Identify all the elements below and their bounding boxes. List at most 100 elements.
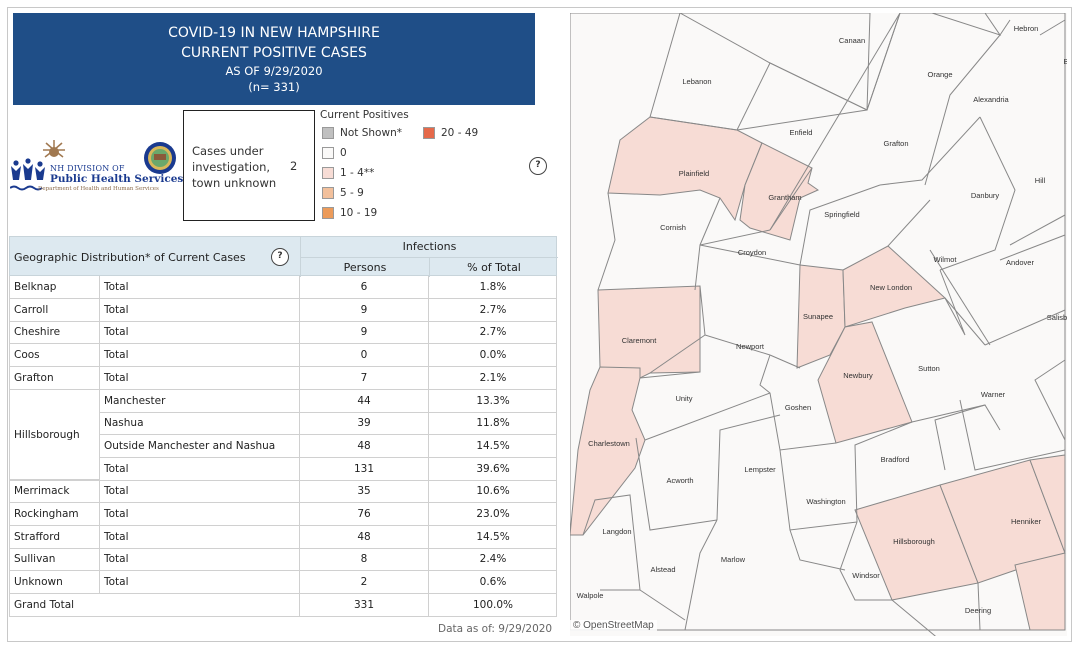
table-row[interactable]: Rockingham Total 76 23.0% <box>9 503 557 526</box>
town-label: Newport <box>736 342 765 351</box>
persons-cell: 8 <box>299 548 428 572</box>
county-cell: Merrimack <box>14 485 70 498</box>
pct-total-cell: 13.3% <box>428 389 557 413</box>
town-newlondon[interactable] <box>842 245 947 328</box>
table-row[interactable]: Cheshire Total 9 2.7% <box>9 321 557 345</box>
table-row[interactable]: Strafford Total 48 14.5% <box>9 525 557 549</box>
town-border <box>839 521 892 601</box>
pct-total-cell: 1.8% <box>428 276 557 299</box>
town-label: Claremont <box>622 336 658 345</box>
persons-cell: 48 <box>299 525 428 549</box>
town-border <box>999 19 1011 36</box>
persons-cell: 7 <box>299 366 428 390</box>
nh-dphs-logo: NH DIVISION OF Public Health Services De… <box>9 138 184 196</box>
logo-graphic-icon <box>9 140 176 191</box>
town-border <box>769 167 813 231</box>
legend-item-not-shown[interactable]: Not Shown* <box>322 126 402 140</box>
county-cell: Coos <box>14 349 40 362</box>
persons-cell: 2 <box>299 571 428 595</box>
town-border <box>944 297 986 346</box>
town-label: Wilmot <box>934 255 958 264</box>
pct-total-cell: 39.6% <box>428 457 557 481</box>
title-date: AS OF 9/29/2020 <box>225 64 323 78</box>
legend-item-0[interactable]: 0 <box>322 146 347 160</box>
column-header-pct-total[interactable]: % of Total <box>429 257 558 277</box>
legend-item-20-49[interactable]: 20 - 49 <box>423 126 478 140</box>
legend-item-1-4[interactable]: 1 - 4** <box>322 166 374 180</box>
town-border <box>891 599 936 636</box>
town-label: Newbury <box>843 371 873 380</box>
openstreetmap-attribution[interactable]: © OpenStreetMap <box>570 620 657 631</box>
infections-group-header: Infections <box>300 237 558 257</box>
table-help-icon[interactable]: ? <box>271 248 289 266</box>
town-charlestown[interactable] <box>570 366 646 536</box>
town-border <box>866 13 901 111</box>
grand-total-row[interactable]: Grand Total 331 100.0% <box>9 593 557 617</box>
legend-label: 0 <box>340 147 347 159</box>
subregion-cell: Total <box>99 571 299 595</box>
map-polygons[interactable]: Canaan Hebron Orange Alexandria Lebanon Enfie… <box>570 13 1067 636</box>
subregion-cell: Total <box>99 503 299 526</box>
town-border <box>1039 19 1066 36</box>
table-row[interactable]: Manchester 44 13.3% <box>9 389 557 413</box>
town-label: Andover <box>1006 258 1034 267</box>
table-row[interactable]: Unknown Total 2 0.6% <box>9 571 557 595</box>
pct-total-cell: 2.4% <box>428 548 557 572</box>
town-border <box>924 34 1001 186</box>
legend-swatch <box>423 127 435 139</box>
title-line-2: CURRENT POSITIVE CASES <box>181 45 367 61</box>
town-label: Bradford <box>881 455 910 464</box>
town-label: Lebanon <box>682 77 711 86</box>
logo-text-division: NH DIVISION OF <box>50 164 125 173</box>
legend-help-icon[interactable]: ? <box>529 157 547 175</box>
column-header-persons[interactable]: Persons <box>300 257 429 277</box>
legend-swatch <box>322 167 334 179</box>
legend-swatch <box>322 127 334 139</box>
county-cell: Cheshire <box>14 326 61 339</box>
legend-item-5-9[interactable]: 5 - 9 <box>322 186 364 200</box>
town-label: Canaan <box>839 36 865 45</box>
legend-swatch <box>322 187 334 199</box>
town-label: Charlestown <box>588 439 630 448</box>
table-row[interactable]: Outside Manchester and Nashua 48 14.5% <box>9 434 557 458</box>
town-claremont[interactable] <box>597 285 701 379</box>
town-label: Hillsborough <box>893 537 935 546</box>
town-label: Marlow <box>721 555 746 564</box>
town-map[interactable]: Canaan Hebron Orange Alexandria Lebanon Enfie… <box>570 13 1067 636</box>
town-border <box>736 62 771 131</box>
pct-total-cell: 10.6% <box>428 480 557 504</box>
town-grantham[interactable] <box>739 142 820 241</box>
town-newbury[interactable] <box>817 321 913 444</box>
town-label: Washington <box>806 497 845 506</box>
table-row[interactable]: Grafton Total 7 2.1% <box>9 366 557 390</box>
town-east[interactable] <box>1014 454 1066 631</box>
title-count: (n= 331) <box>248 80 300 94</box>
town-label: Langdon <box>602 527 631 536</box>
pct-total-cell: 2.7% <box>428 298 557 322</box>
town-border <box>597 192 616 291</box>
legend-item-10-19[interactable]: 10 - 19 <box>322 206 377 220</box>
investigation-value: 2 <box>290 159 298 173</box>
table-row[interactable]: Sullivan Total 8 2.4% <box>9 548 557 572</box>
table-row[interactable]: Total 131 39.6% <box>9 457 557 481</box>
table-row[interactable]: Coos Total 0 0.0% <box>9 344 557 368</box>
town-label: Henniker <box>1011 517 1042 526</box>
cases-under-investigation-box: Cases under investigation, town unknown … <box>183 110 315 221</box>
grand-total-persons: 331 <box>299 593 428 617</box>
town-label: Windsor <box>852 571 880 580</box>
dashboard-title-banner: COVID-19 IN NEW HAMPSHIRE CURRENT POSITI… <box>13 13 535 105</box>
town-label: Cornish <box>660 223 686 232</box>
subregion-cell: Manchester <box>99 389 299 413</box>
table-row[interactable]: Belknap Total 6 1.8% <box>9 276 557 299</box>
logo-text-phs: Public Health Services <box>50 173 184 185</box>
table-row[interactable]: Carroll Total 9 2.7% <box>9 298 557 322</box>
town-label: Goshen <box>785 403 811 412</box>
table-row[interactable]: Nashua 39 11.8% <box>9 412 557 436</box>
table-row[interactable]: Merrimack Total 35 10.6% <box>9 480 557 504</box>
data-as-of-label: Data as of: 9/29/2020 <box>438 623 553 635</box>
pct-total-cell: 23.0% <box>428 503 557 526</box>
legend-label: 10 - 19 <box>340 207 378 219</box>
town-border <box>649 13 681 118</box>
town-border <box>582 494 641 591</box>
town-label: Warner <box>981 390 1006 399</box>
